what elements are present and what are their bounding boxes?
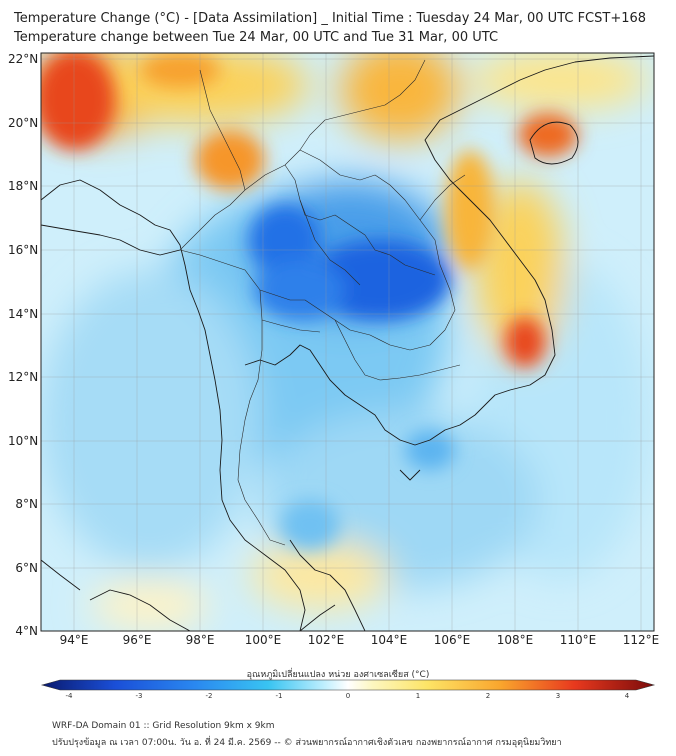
lat-label: 4°N — [15, 624, 38, 638]
footer-model-info: WRF-DA Domain 01 :: Grid Resolution 9km … — [52, 721, 275, 731]
temperature-field — [41, 53, 654, 631]
lat-label: 22°N — [8, 52, 39, 66]
colorbar-tick: 1 — [415, 692, 421, 700]
borders — [179, 59, 466, 546]
chart-subtitle: Temperature change between Tue 24 Mar, 0… — [14, 30, 499, 45]
lon-label: 108°E — [496, 633, 534, 647]
lon-label: 94°E — [59, 633, 89, 647]
map-frame — [40, 52, 655, 632]
lat-label: 16°N — [8, 243, 39, 257]
colorbar-tick: -2 — [205, 692, 213, 700]
colorbar-tick: -3 — [135, 692, 143, 700]
lat-label: 18°N — [8, 179, 39, 193]
colorbar-tick: 2 — [485, 692, 491, 700]
chart-title: Temperature Change (°C) - [Data Assimila… — [14, 11, 647, 26]
colorbar-tick: -1 — [275, 692, 283, 700]
lat-label: 20°N — [8, 116, 39, 130]
graticule — [41, 53, 654, 631]
colorbar-tick: 0 — [345, 692, 351, 700]
colorbar-tick: 3 — [555, 692, 561, 700]
colorbar-label: อุณหภูมิเปลี่ยนแปลง หน่วย องศาเซลเซียส (… — [246, 670, 430, 680]
footer-update-info: ปรับปรุงข้อมูล ณ เวลา 07:00น. วัน อ. ที่… — [52, 738, 562, 748]
lon-label: 106°E — [433, 633, 471, 647]
lon-label: 98°E — [185, 633, 215, 647]
lat-label: 14°N — [8, 307, 39, 321]
lon-label: 102°E — [307, 633, 345, 647]
lat-label: 10°N — [8, 434, 39, 448]
lon-label: 110°E — [559, 633, 597, 647]
coastlines — [41, 55, 654, 631]
lon-label: 104°E — [370, 633, 408, 647]
colorbar-tick: -4 — [65, 692, 73, 700]
lon-label: 96°E — [122, 633, 152, 647]
colorbar — [40, 679, 656, 691]
lat-label: 12°N — [8, 370, 39, 384]
lat-label: 8°N — [15, 497, 38, 511]
colorbar-tick: 4 — [624, 692, 630, 700]
lon-label: 100°E — [244, 633, 282, 647]
lat-label: 6°N — [15, 561, 38, 575]
lon-label: 112°E — [622, 633, 660, 647]
